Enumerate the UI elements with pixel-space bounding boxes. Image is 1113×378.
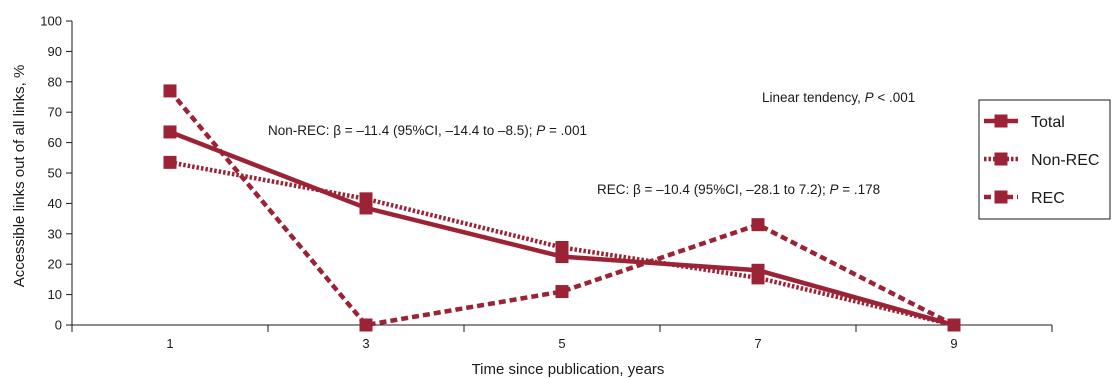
y-axis: 0 10 20 30 40 50 60 70 80 90 100 (40, 14, 73, 333)
data-point-total (947, 318, 961, 332)
y-tick-label: 30 (48, 226, 62, 241)
y-tick-label: 0 (55, 318, 62, 333)
x-axis-title: Time since publication, years (472, 361, 665, 378)
annotation-linear-tendency: Linear tendency, P < .001 (762, 90, 915, 105)
x-tick-label: 5 (558, 336, 565, 351)
legend: Total Non-REC REC (978, 99, 1111, 220)
data-point-total (751, 263, 765, 277)
x-tick-label: 3 (362, 336, 369, 351)
legend-swatch-marker-rec (994, 190, 1008, 204)
data-point-rec (163, 84, 177, 98)
x-axis: 1 3 5 7 9 (71, 324, 1053, 351)
legend-swatch-marker-non-rec (994, 152, 1008, 166)
annotation-nonrec-regression: Non-REC: β = –11.4 (95%CI, –14.4 to –8.5… (268, 123, 587, 138)
data-point-rec (751, 218, 765, 232)
x-tick-label: 1 (166, 336, 173, 351)
y-tick-label: 80 (48, 74, 62, 89)
legend-label-non-rec: Non-REC (1031, 152, 1099, 169)
y-tick-label: 20 (48, 257, 62, 272)
series-line-rec (168, 89, 956, 328)
data-point-total (163, 125, 177, 139)
legend-label-rec: REC (1031, 190, 1065, 207)
series-layer (163, 84, 961, 332)
series-rec (163, 84, 961, 332)
legend-swatch-marker-total (994, 114, 1008, 128)
data-point-rec (555, 285, 569, 299)
data-point-non-rec (163, 155, 177, 169)
annotation-rec-regression: REC: β = –10.4 (95%CI, –28.1 to 7.2); P … (597, 182, 880, 197)
y-tick-label: 100 (40, 14, 62, 29)
data-point-total (359, 201, 373, 215)
y-tick-label: 10 (48, 287, 62, 302)
series-total (163, 125, 961, 332)
y-axis-title: Accessible links out of all links, % (11, 65, 28, 288)
data-point-rec (359, 318, 373, 332)
y-tick-label: 40 (48, 196, 62, 211)
y-tick-label: 60 (48, 135, 62, 150)
y-tick-label: 50 (48, 166, 62, 181)
x-tick-label: 9 (950, 336, 957, 351)
data-point-total (555, 250, 569, 264)
x-tick-label: 7 (754, 336, 761, 351)
y-tick-label: 70 (48, 105, 62, 120)
legend-label-total: Total (1031, 114, 1065, 131)
y-tick-label: 90 (48, 44, 62, 59)
